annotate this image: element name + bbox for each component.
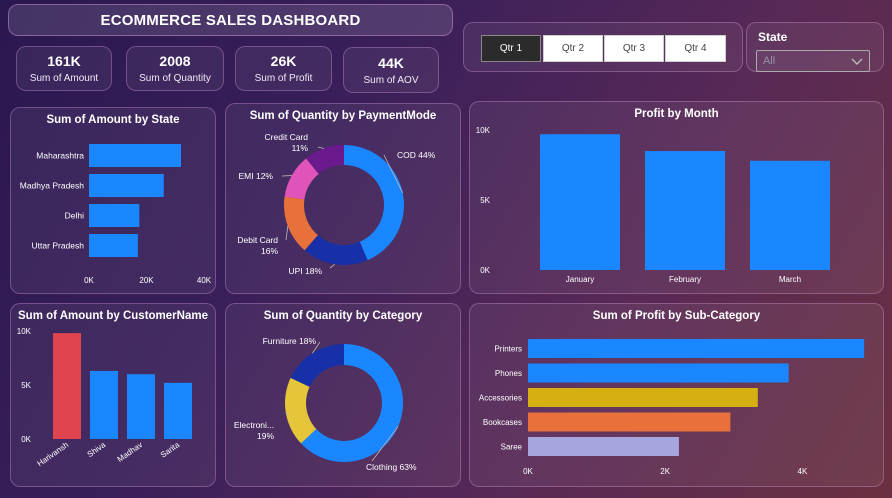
- amount-by-state-card: Sum of Amount by State: [10, 107, 216, 294]
- tick-label: 0K: [84, 276, 94, 285]
- kpi-label: Sum of Quantity: [139, 73, 211, 84]
- chart-title: Sum of Quantity by Category: [263, 310, 423, 322]
- kpi-card-aov: 44K Sum of AOV: [343, 47, 439, 93]
- tick-label: 4K: [798, 467, 808, 476]
- bar: [750, 160, 830, 270]
- chart-title: Sum of Amount by State: [46, 114, 180, 126]
- leader-line: [312, 341, 321, 354]
- kpi-card-profit: 26K Sum of Profit: [235, 46, 332, 91]
- category-label: Phones: [495, 369, 522, 378]
- kpi-value: 26K: [270, 53, 297, 69]
- slice-label: Electroni...: [234, 420, 274, 430]
- bar: [528, 363, 789, 383]
- tick-label: 20K: [139, 276, 154, 285]
- qtr-4-button[interactable]: Qtr 4: [665, 35, 726, 62]
- category-label: Uttar Pradesh: [32, 241, 85, 251]
- donut-slice: [306, 145, 344, 175]
- donut-slice: [304, 235, 368, 265]
- slice-label: Furniture 18%: [263, 336, 317, 346]
- slice-label: Clothing 63%: [366, 462, 417, 472]
- tick-label: 0K: [523, 467, 533, 476]
- bar: [164, 382, 192, 439]
- state-filter-label: State: [758, 30, 788, 44]
- slice-label: 11%: [292, 143, 309, 153]
- state-dropdown[interactable]: All: [756, 50, 870, 72]
- category-label: January: [566, 275, 594, 284]
- category-label: February: [669, 275, 701, 284]
- slice-label: EMI 12%: [239, 171, 274, 181]
- category-label: Accessories: [479, 394, 522, 403]
- bar: [89, 234, 138, 257]
- tick-label: 5K: [21, 381, 31, 390]
- bar: [528, 437, 679, 456]
- bar: [89, 204, 140, 227]
- kpi-label: Sum of Amount: [29, 73, 99, 84]
- category-label: March: [779, 275, 801, 284]
- category-label: Sarita: [159, 440, 182, 460]
- kpi-value: 2008: [159, 53, 191, 69]
- leader-line: [317, 146, 324, 149]
- category-label: Maharashtra: [36, 151, 84, 161]
- bar: [53, 333, 81, 439]
- kpi-value: 161K: [47, 53, 81, 69]
- dashboard-title: ECOMMERCE SALES DASHBOARD: [8, 4, 453, 36]
- slice-label: 19%: [257, 431, 274, 441]
- qtr-3-button[interactable]: Qtr 3: [604, 35, 664, 62]
- tick-label: 10K: [476, 126, 491, 135]
- bar: [90, 370, 118, 439]
- leader-line: [285, 411, 289, 416]
- category-label: Bookcases: [483, 418, 522, 427]
- donut-slice: [284, 158, 319, 200]
- qtr-2-button[interactable]: Qtr 2: [543, 35, 603, 62]
- bar: [127, 374, 155, 439]
- chart-title: Profit by Month: [634, 108, 719, 120]
- bar: [89, 144, 181, 167]
- bar: [89, 174, 164, 197]
- leader-line: [371, 426, 399, 462]
- leader-line: [285, 225, 289, 241]
- qtr-1-button[interactable]: Qtr 1: [481, 35, 541, 62]
- donut-slice: [284, 196, 318, 251]
- tick-label: 40K: [197, 276, 212, 285]
- chevron-down-icon: [851, 58, 863, 65]
- slice-label: Debit Card: [237, 235, 278, 245]
- chart-title: Sum of Quantity by PaymentMode: [249, 110, 437, 122]
- tick-label: 5K: [480, 196, 490, 205]
- tick-label: 0K: [480, 266, 490, 275]
- slice-label: COD 44%: [397, 150, 436, 160]
- bar: [528, 412, 731, 432]
- kpi-value: 44K: [378, 54, 404, 71]
- kpi-card-quantity: 2008 Sum of Quantity: [126, 46, 224, 91]
- tick-label: 0K: [21, 435, 31, 444]
- donut-slice: [290, 344, 344, 387]
- donut-slice: [300, 344, 404, 462]
- donut-slice: [344, 145, 405, 261]
- slice-label: UPI 18%: [288, 266, 322, 276]
- bar: [645, 151, 725, 270]
- slice-label: Credit Card: [265, 132, 309, 142]
- tick-label: 2K: [660, 467, 670, 476]
- category-label: Harivansh: [35, 440, 70, 468]
- kpi-card-amount: 161K Sum of Amount: [16, 46, 112, 91]
- kpi-label: Sum of AOV: [363, 74, 419, 86]
- category-label: Madhya Pradesh: [20, 181, 85, 191]
- bar: [540, 134, 620, 270]
- chart-title: Sum of Profit by Sub-Category: [592, 310, 761, 322]
- leader-line: [329, 263, 335, 269]
- category-label: Shiva: [86, 440, 108, 459]
- donut-slice: [285, 377, 317, 444]
- slice-label: 16%: [261, 246, 278, 256]
- category-label: Delhi: [65, 211, 84, 221]
- leader-line: [383, 154, 404, 194]
- category-label: Saree: [501, 443, 523, 452]
- tick-label: 10K: [17, 327, 32, 336]
- kpi-label: Sum of Profit: [254, 73, 313, 84]
- bar: [528, 388, 758, 407]
- category-label: Printers: [494, 345, 522, 354]
- category-label: Madhav: [116, 440, 144, 464]
- bar: [528, 339, 865, 358]
- state-dropdown-value: All: [763, 55, 776, 67]
- chart-title: Sum of Amount by CustomerName: [18, 310, 208, 322]
